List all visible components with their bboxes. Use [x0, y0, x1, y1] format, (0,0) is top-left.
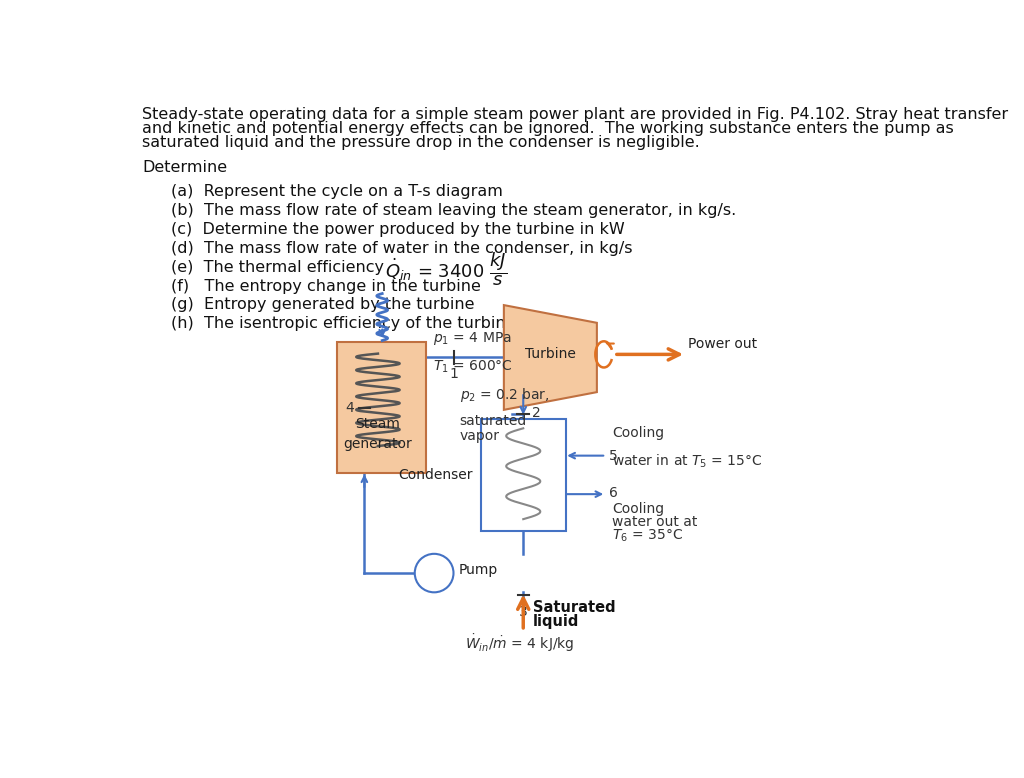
Text: water in at $T_5$ = 15°C: water in at $T_5$ = 15°C	[612, 453, 763, 470]
Text: $p_2$ = 0.2 bar,: $p_2$ = 0.2 bar,	[460, 386, 549, 404]
FancyBboxPatch shape	[480, 419, 566, 531]
Text: (c)  Determine the power produced by the turbine in kW: (c) Determine the power produced by the …	[171, 222, 625, 237]
Text: 5: 5	[608, 450, 617, 464]
Text: (b)  The mass flow rate of steam leaving the steam generator, in kg/s.: (b) The mass flow rate of steam leaving …	[171, 203, 736, 218]
Text: 4: 4	[345, 401, 354, 415]
Text: Power out: Power out	[688, 338, 758, 352]
Text: $p_1$ = 4 MPa: $p_1$ = 4 MPa	[432, 331, 511, 348]
Text: 3: 3	[519, 605, 527, 619]
Text: (e)  The thermal efficiency: (e) The thermal efficiency	[171, 260, 384, 275]
Text: 6: 6	[608, 485, 617, 499]
Circle shape	[415, 554, 454, 592]
FancyBboxPatch shape	[337, 342, 426, 473]
Polygon shape	[504, 305, 597, 410]
Text: saturated liquid and the pressure drop in the condenser is negligible.: saturated liquid and the pressure drop i…	[142, 135, 699, 150]
Text: $\dot{Q}_{in}$ = 3400 $\dfrac{kJ}{s}$: $\dot{Q}_{in}$ = 3400 $\dfrac{kJ}{s}$	[385, 251, 507, 288]
Text: $\dot{W}_{in}/\dot{m}$ = 4 kJ/kg: $\dot{W}_{in}/\dot{m}$ = 4 kJ/kg	[465, 633, 574, 654]
Text: and kinetic and potential energy effects can be ignored.  The working substance : and kinetic and potential energy effects…	[142, 121, 953, 136]
Text: generator: generator	[344, 436, 413, 450]
Text: Pump: Pump	[459, 563, 498, 577]
Text: (f)   The entropy change in the turbine: (f) The entropy change in the turbine	[171, 279, 480, 293]
Text: $T_6$ = 35°C: $T_6$ = 35°C	[612, 528, 683, 545]
Text: Cooling: Cooling	[612, 502, 665, 516]
Text: (g)  Entropy generated by the turbine: (g) Entropy generated by the turbine	[171, 297, 474, 313]
Text: 1: 1	[450, 366, 458, 380]
Text: $T_1$ = 600°C: $T_1$ = 600°C	[432, 358, 512, 375]
Text: liquid: liquid	[532, 614, 579, 629]
Text: 2: 2	[531, 406, 541, 420]
Text: (a)  Represent the cycle on a T-s diagram: (a) Represent the cycle on a T-s diagram	[171, 184, 503, 199]
Text: Turbine: Turbine	[525, 347, 575, 361]
Text: (d)  The mass flow rate of water in the condenser, in kg/s: (d) The mass flow rate of water in the c…	[171, 241, 632, 256]
Text: saturated: saturated	[460, 414, 527, 428]
Text: Cooling: Cooling	[612, 426, 665, 440]
Text: vapor: vapor	[460, 429, 500, 443]
Text: Saturated: Saturated	[532, 600, 615, 615]
Text: Condenser: Condenser	[398, 468, 473, 482]
Text: Steady-state operating data for a simple steam power plant are provided in Fig. : Steady-state operating data for a simple…	[142, 107, 1008, 122]
Text: water out at: water out at	[612, 515, 697, 529]
Text: (h)  The isentropic efficiency of the turbine: (h) The isentropic efficiency of the tur…	[171, 317, 515, 331]
Text: Determine: Determine	[142, 159, 227, 174]
Text: Steam: Steam	[355, 418, 400, 432]
